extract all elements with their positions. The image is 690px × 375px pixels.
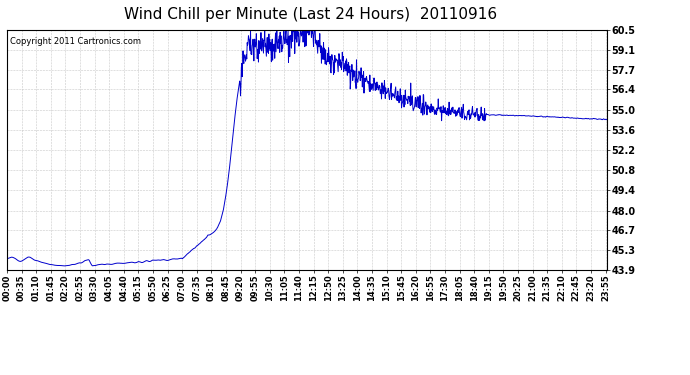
Text: Wind Chill per Minute (Last 24 Hours)  20110916: Wind Chill per Minute (Last 24 Hours) 20… xyxy=(124,8,497,22)
Text: Copyright 2011 Cartronics.com: Copyright 2011 Cartronics.com xyxy=(10,37,141,46)
